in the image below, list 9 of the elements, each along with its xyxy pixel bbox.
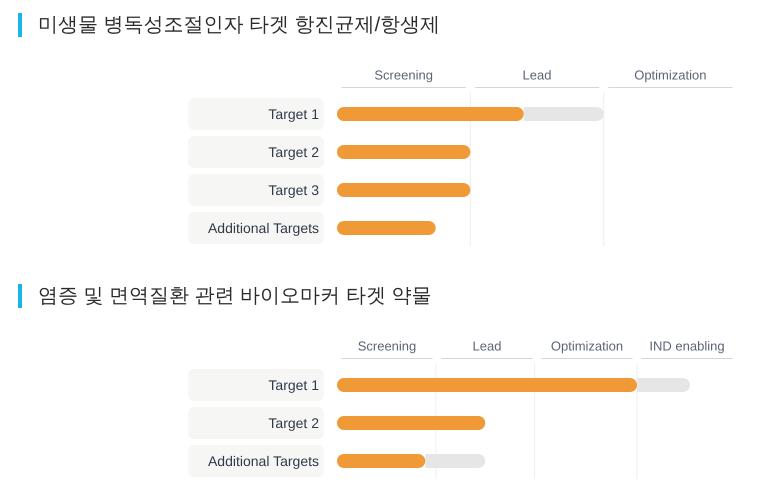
y-tick-label: Target 1 (268, 377, 320, 393)
chart-title: 염증 및 면역질환 관련 바이오마커 타겟 약물 (38, 285, 432, 307)
y-tick-label: Target 2 (268, 415, 320, 431)
y-tick-label: Target 3 (268, 182, 320, 198)
chart-title: 미생물 병독성조절인자 타겟 항진균제/항생제 (38, 14, 440, 36)
y-tick-label: Additional Targets (208, 220, 319, 236)
y-tick-label: Target 1 (268, 106, 320, 122)
y-tick-label: Additional Targets (208, 453, 319, 469)
y-tick-label: Target 2 (268, 144, 320, 160)
